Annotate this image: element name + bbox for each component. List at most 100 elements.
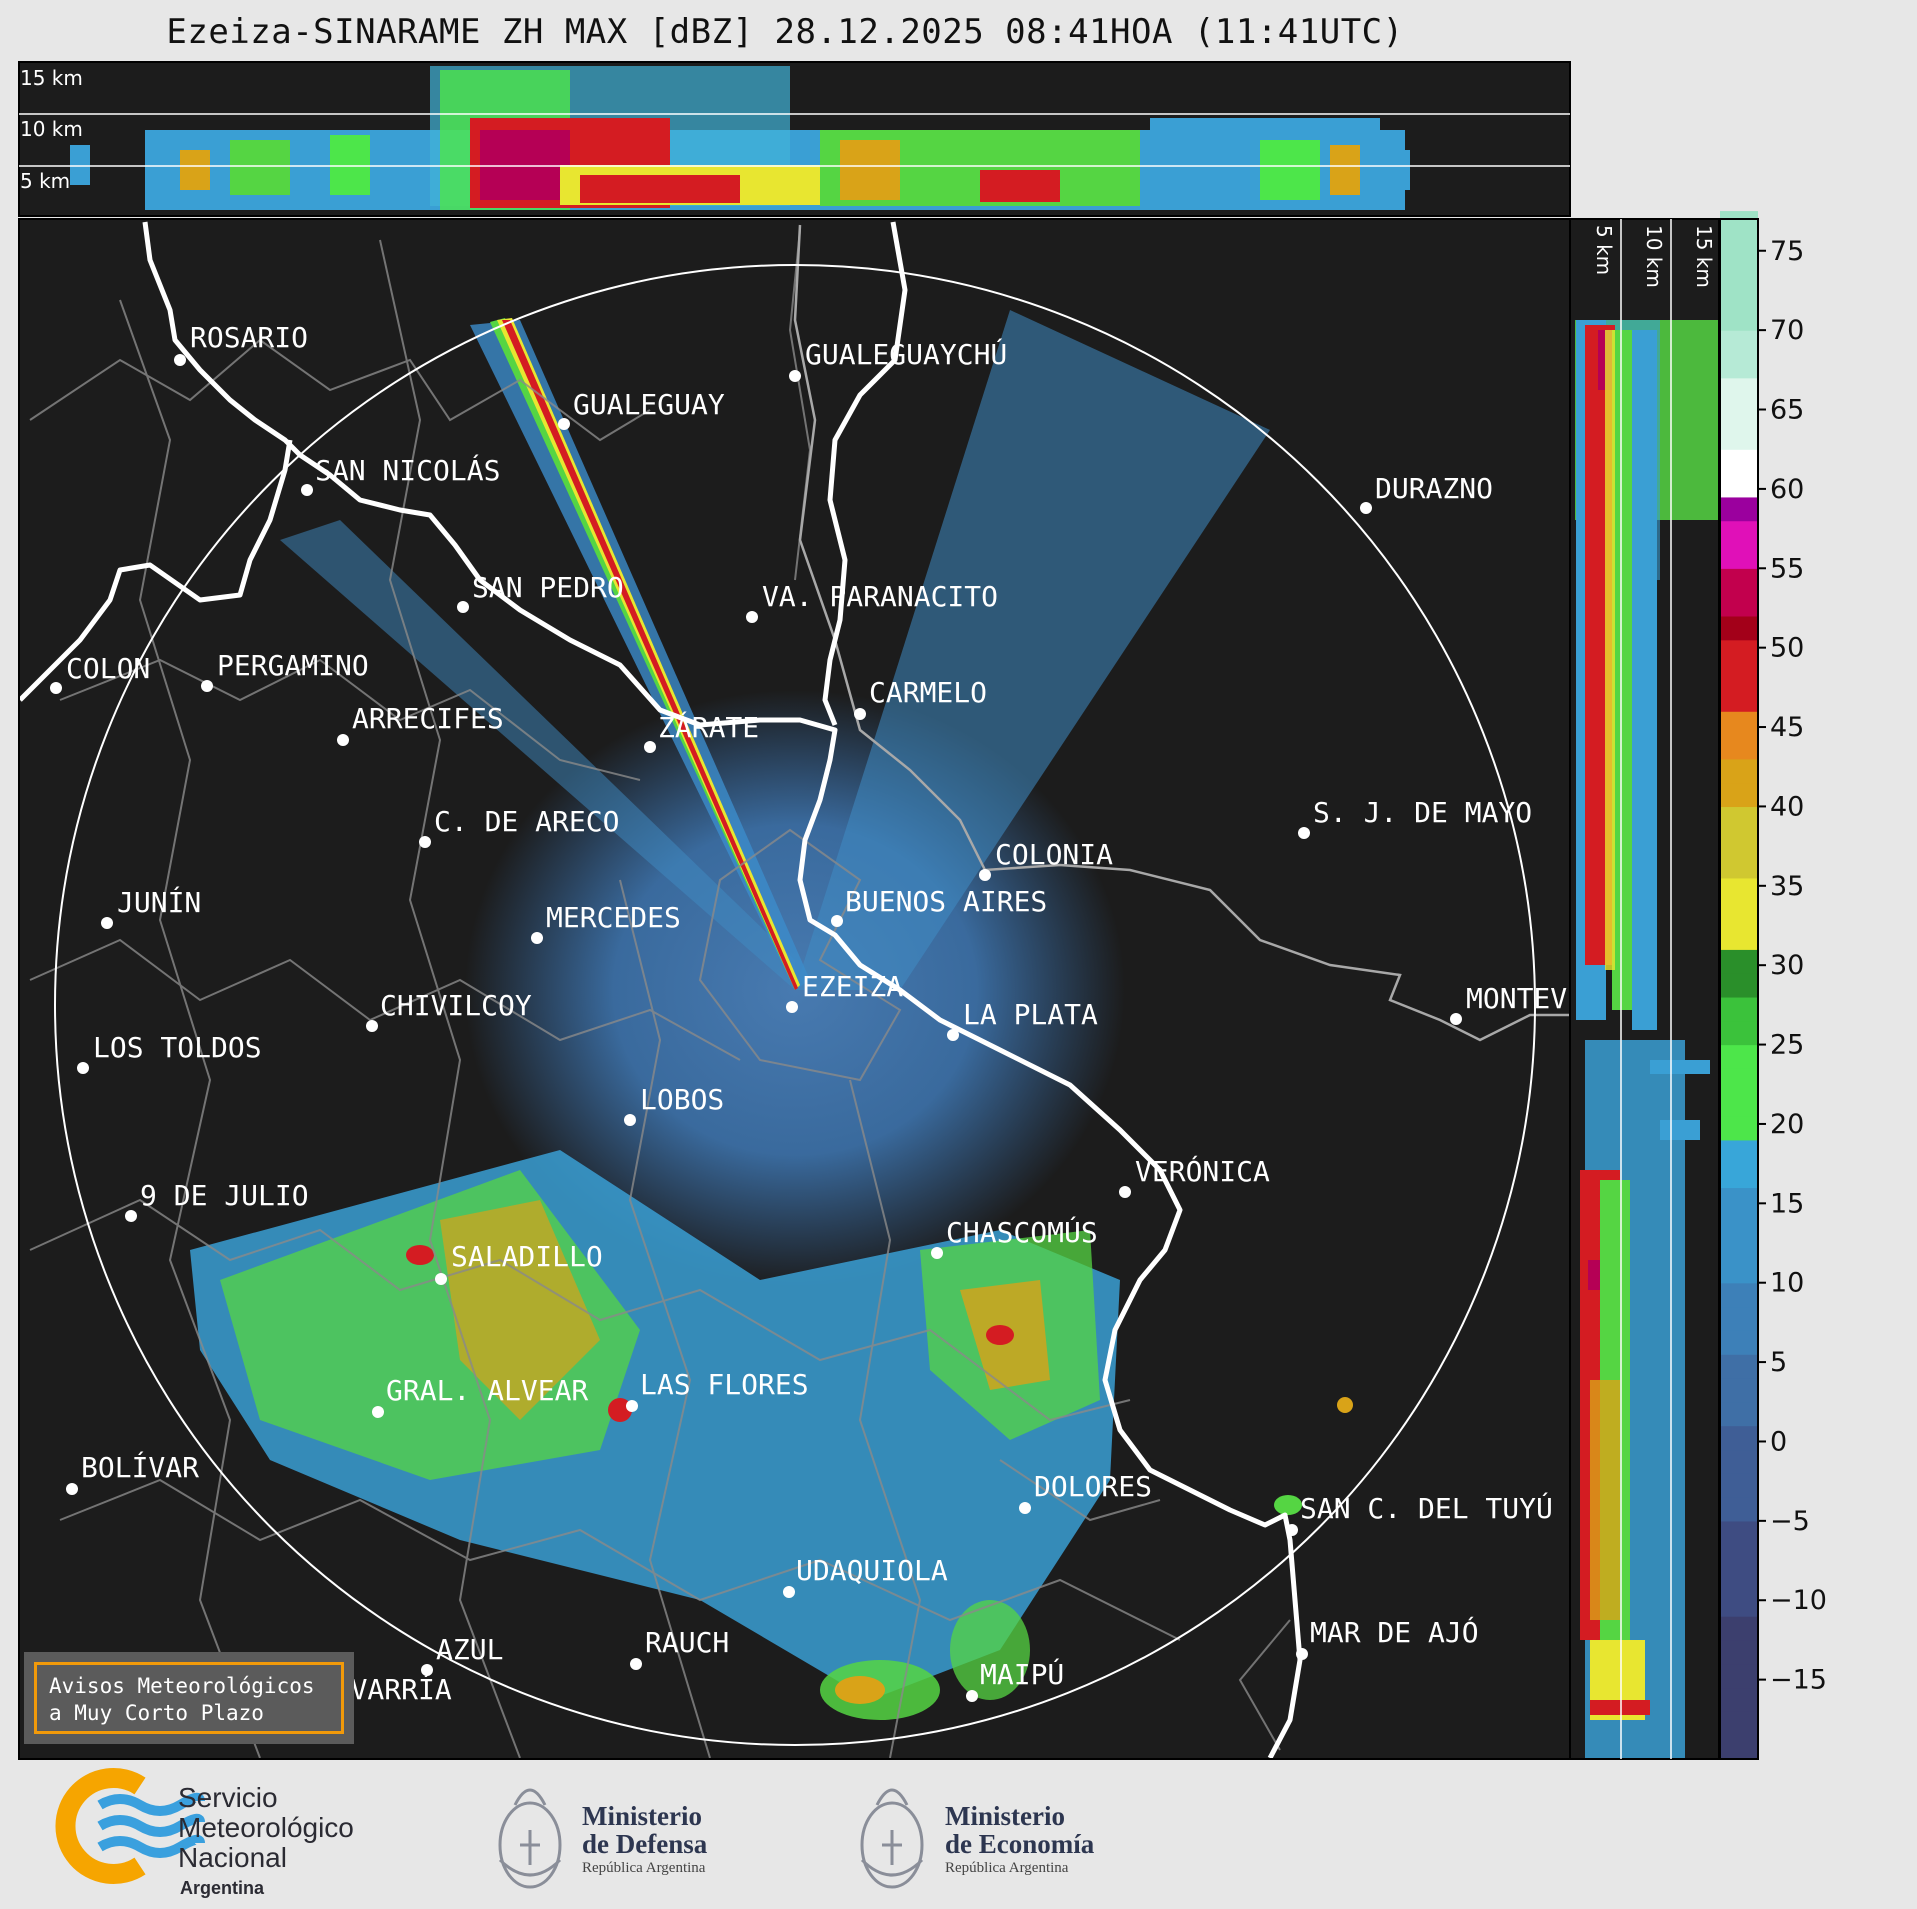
colorbar-segment bbox=[1720, 758, 1758, 784]
colorbar-segment bbox=[1720, 473, 1758, 498]
colorbar-segment bbox=[1720, 1211, 1758, 1236]
colorbar-segment bbox=[1720, 734, 1758, 760]
colorbar-segment bbox=[1720, 1639, 1758, 1665]
economia-seal-icon bbox=[860, 1788, 924, 1889]
city-label: GUALEGUAY bbox=[573, 388, 725, 421]
economia-line1: Ministerio bbox=[945, 1801, 1065, 1831]
uruguay-border bbox=[793, 224, 1569, 1042]
city-label: DURAZNO bbox=[1375, 472, 1493, 505]
colorbar-segment bbox=[1720, 1377, 1758, 1403]
colorbar-segment bbox=[1720, 211, 1758, 236]
defensa-line2: de Defensa bbox=[582, 1829, 708, 1859]
national-borders bbox=[20, 221, 1303, 1758]
city-label: SALADILLO bbox=[451, 1240, 603, 1273]
colorbar-segment bbox=[1720, 568, 1758, 593]
city-label: 9 DE JULIO bbox=[140, 1179, 309, 1212]
smn-line3: Nacional bbox=[178, 1842, 287, 1873]
city-label: MAR DE AJÓ bbox=[1310, 1615, 1479, 1649]
colorbar-tick-label: 75 bbox=[1770, 236, 1804, 267]
colorbar-segment bbox=[1720, 1568, 1758, 1593]
colorbar-segment bbox=[1720, 1687, 1758, 1712]
warning-text: Avisos Meteorológicos a Muy Corto Plazo bbox=[34, 1662, 344, 1734]
colorbar-segment bbox=[1720, 1044, 1758, 1069]
colorbar-tick-label: −10 bbox=[1770, 1585, 1827, 1616]
colorbar-segment bbox=[1720, 1497, 1758, 1522]
smn-logo: Servicio Meteorológico Nacional Argentin… bbox=[178, 1783, 354, 1903]
colorbar-segment bbox=[1720, 377, 1758, 403]
colorbar-segment bbox=[1720, 1139, 1758, 1165]
colorbar-segment bbox=[1720, 234, 1758, 260]
alt-label-5km-side: 5 km bbox=[1592, 225, 1616, 275]
city-label: DOLORES bbox=[1034, 1470, 1152, 1503]
colorbar-segment bbox=[1720, 973, 1758, 998]
colorbar-segment bbox=[1720, 1306, 1758, 1331]
alt-label-10km-top: 10 km bbox=[20, 117, 83, 141]
city-label: COLONIA bbox=[995, 838, 1113, 871]
city-label: AZUL bbox=[436, 1633, 503, 1666]
colorbar-tick-label: 15 bbox=[1770, 1188, 1804, 1219]
colorbar-segment bbox=[1720, 639, 1758, 665]
colorbar-segment bbox=[1720, 1330, 1758, 1355]
city-labels: ROSARIO GUALEGUAYCHÚ GUALEGUAY SAN NICOL… bbox=[66, 321, 1567, 1706]
economia-logo: Ministerio de Economía República Argenti… bbox=[945, 1802, 1094, 1877]
colorbar-segment bbox=[1720, 544, 1758, 569]
colorbar-tick-label: 60 bbox=[1770, 474, 1804, 505]
city-label: SAN NICOLÁS bbox=[315, 453, 500, 487]
colorbar-segment bbox=[1720, 449, 1758, 474]
city-label: RAUCH bbox=[645, 1626, 729, 1659]
colorbar-tick-label: 35 bbox=[1770, 871, 1804, 902]
city-label: CARMELO bbox=[869, 676, 987, 709]
colorbar-segment bbox=[1720, 663, 1758, 688]
city-label: JUNÍN bbox=[117, 885, 201, 919]
colorbar-segment bbox=[1720, 282, 1758, 307]
city-label: MAIPÚ bbox=[980, 1657, 1064, 1691]
colorbar-segment bbox=[1720, 877, 1758, 903]
side-cross-section: 5 km 10 km 15 km bbox=[1569, 218, 1720, 1760]
colorbar-segment bbox=[1720, 1425, 1758, 1451]
defensa-sub: República Argentina bbox=[582, 1860, 706, 1876]
colorbar-segment bbox=[1720, 854, 1758, 879]
colorbar-segment bbox=[1720, 1592, 1758, 1617]
smn-line1: Servicio bbox=[178, 1782, 278, 1813]
city-label: CHIVILCOY bbox=[380, 989, 532, 1022]
colorbar-segment bbox=[1720, 306, 1758, 331]
colorbar-segment bbox=[1720, 1520, 1758, 1546]
top-cross-section: 15 km 10 km 5 km bbox=[18, 61, 1571, 217]
alt-label-15km-side: 15 km bbox=[1692, 225, 1716, 288]
colorbar-segment bbox=[1720, 782, 1758, 808]
city-label: CHASCOMÚS bbox=[946, 1215, 1098, 1249]
city-label: BUENOS AIRES bbox=[845, 885, 1047, 918]
colorbar-segment bbox=[1720, 1663, 1758, 1689]
city-label: BOLÍVAR bbox=[81, 1450, 199, 1484]
city-label: SAN C. DEL TUYÚ bbox=[1300, 1491, 1553, 1525]
colorbar-segment bbox=[1720, 1616, 1758, 1641]
colorbar-segment bbox=[1720, 830, 1758, 855]
economia-line2: de Economía bbox=[945, 1829, 1095, 1859]
colorbar-segment bbox=[1720, 1735, 1758, 1760]
colorbar-segment bbox=[1720, 496, 1758, 522]
defensa-logo: Ministerio de Defensa República Argentin… bbox=[582, 1802, 707, 1877]
colorbar-segment bbox=[1720, 1544, 1758, 1570]
range-ring bbox=[54, 264, 1536, 1746]
colorbar-segment bbox=[1720, 615, 1758, 641]
colorbar-tick-label: 25 bbox=[1770, 1030, 1804, 1061]
colorbar-segment bbox=[1720, 711, 1758, 736]
colorbar-segment bbox=[1720, 925, 1758, 950]
colorbar-segment bbox=[1720, 425, 1758, 450]
colorbar-tick-label: 70 bbox=[1770, 315, 1804, 346]
city-label: ZÁRATE bbox=[658, 710, 759, 744]
colorbar-segment bbox=[1720, 901, 1758, 927]
city-label: VA. PARANACITO bbox=[762, 580, 998, 613]
city-label: UDAQUIOLA bbox=[796, 1554, 948, 1587]
city-label: LAS FLORES bbox=[640, 1368, 809, 1401]
colorbar-segment bbox=[1720, 687, 1758, 712]
defensa-line1: Ministerio bbox=[582, 1801, 702, 1831]
city-label: EZEIZA bbox=[802, 970, 903, 1003]
colorbar-segment bbox=[1720, 1235, 1758, 1260]
colorbar-tick-label: 55 bbox=[1770, 553, 1804, 584]
smn-line2: Meteorológico bbox=[178, 1812, 354, 1843]
colorbar-segment bbox=[1720, 1354, 1758, 1379]
city-label: LOS TOLDOS bbox=[93, 1031, 262, 1064]
colorbar-segment bbox=[1720, 1711, 1758, 1736]
city-label: SAN PEDRO bbox=[472, 571, 624, 604]
